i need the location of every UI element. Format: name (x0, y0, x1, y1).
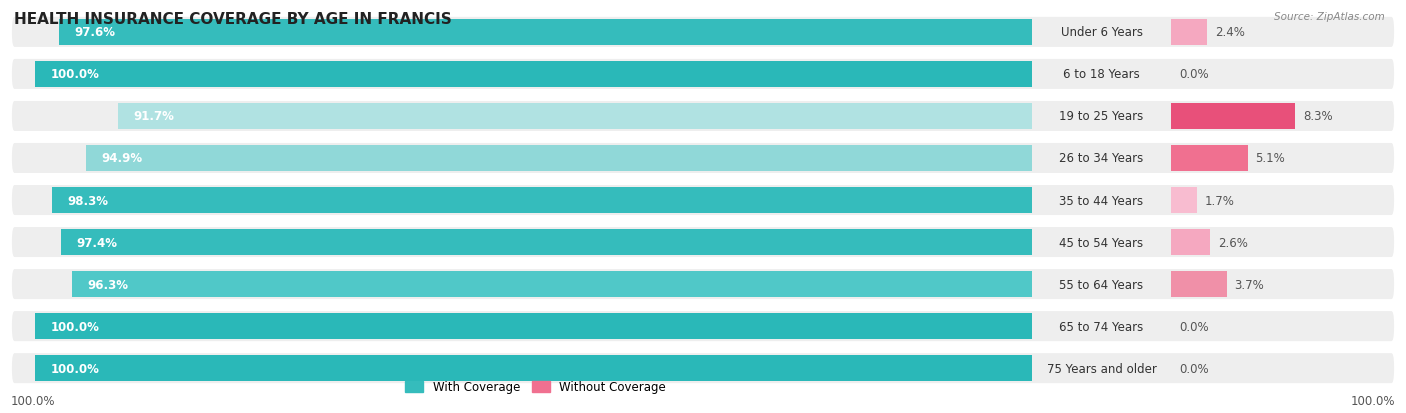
Bar (1171, 230, 1211, 256)
Text: 26 to 34 Years: 26 to 34 Years (1059, 152, 1143, 165)
Bar (1171, 271, 1226, 297)
FancyBboxPatch shape (10, 100, 1396, 133)
Text: Under 6 Years: Under 6 Years (1060, 26, 1143, 39)
Text: 100.0%: 100.0% (51, 362, 100, 375)
Text: 94.9%: 94.9% (101, 152, 142, 165)
Bar (59, 20, 1032, 46)
Bar (1171, 104, 1295, 130)
Text: 5.1%: 5.1% (1256, 152, 1285, 165)
FancyBboxPatch shape (10, 310, 1396, 343)
Text: Source: ZipAtlas.com: Source: ZipAtlas.com (1274, 12, 1385, 22)
Text: 98.3%: 98.3% (67, 194, 108, 207)
Bar (62, 230, 1032, 256)
Text: 1.7%: 1.7% (1205, 194, 1234, 207)
Bar (1171, 188, 1197, 214)
Text: 55 to 64 Years: 55 to 64 Years (1060, 278, 1143, 291)
Bar (35, 62, 1032, 88)
Text: 0.0%: 0.0% (1180, 362, 1209, 375)
Text: 45 to 54 Years: 45 to 54 Years (1060, 236, 1143, 249)
Text: 35 to 44 Years: 35 to 44 Years (1060, 194, 1143, 207)
Text: 100.0%: 100.0% (1351, 394, 1396, 407)
Bar (72, 271, 1032, 297)
Text: 0.0%: 0.0% (1180, 68, 1209, 81)
Bar (52, 188, 1032, 214)
Text: 65 to 74 Years: 65 to 74 Years (1059, 320, 1143, 333)
Bar (118, 104, 1032, 130)
Text: 6 to 18 Years: 6 to 18 Years (1063, 68, 1140, 81)
Bar (1171, 20, 1208, 46)
Text: 75 Years and older: 75 Years and older (1046, 362, 1157, 375)
Text: 2.6%: 2.6% (1218, 236, 1249, 249)
Text: 97.4%: 97.4% (76, 236, 117, 249)
Text: 100.0%: 100.0% (10, 394, 55, 407)
FancyBboxPatch shape (10, 17, 1396, 49)
Text: 8.3%: 8.3% (1303, 110, 1333, 123)
Text: 3.7%: 3.7% (1234, 278, 1264, 291)
Text: 100.0%: 100.0% (51, 320, 100, 333)
Bar (35, 355, 1032, 381)
Text: 96.3%: 96.3% (87, 278, 128, 291)
Text: 19 to 25 Years: 19 to 25 Years (1059, 110, 1143, 123)
FancyBboxPatch shape (10, 226, 1396, 259)
FancyBboxPatch shape (10, 352, 1396, 385)
Bar (35, 313, 1032, 339)
FancyBboxPatch shape (10, 268, 1396, 301)
Text: 100.0%: 100.0% (51, 68, 100, 81)
FancyBboxPatch shape (10, 184, 1396, 217)
Text: 91.7%: 91.7% (134, 110, 174, 123)
Text: 0.0%: 0.0% (1180, 320, 1209, 333)
FancyBboxPatch shape (10, 58, 1396, 91)
Legend: With Coverage, Without Coverage: With Coverage, Without Coverage (405, 380, 665, 394)
Bar (86, 146, 1032, 171)
Bar (1171, 146, 1247, 171)
Text: 2.4%: 2.4% (1215, 26, 1244, 39)
FancyBboxPatch shape (10, 142, 1396, 175)
Text: 97.6%: 97.6% (75, 26, 115, 39)
Text: HEALTH INSURANCE COVERAGE BY AGE IN FRANCIS: HEALTH INSURANCE COVERAGE BY AGE IN FRAN… (14, 12, 451, 27)
